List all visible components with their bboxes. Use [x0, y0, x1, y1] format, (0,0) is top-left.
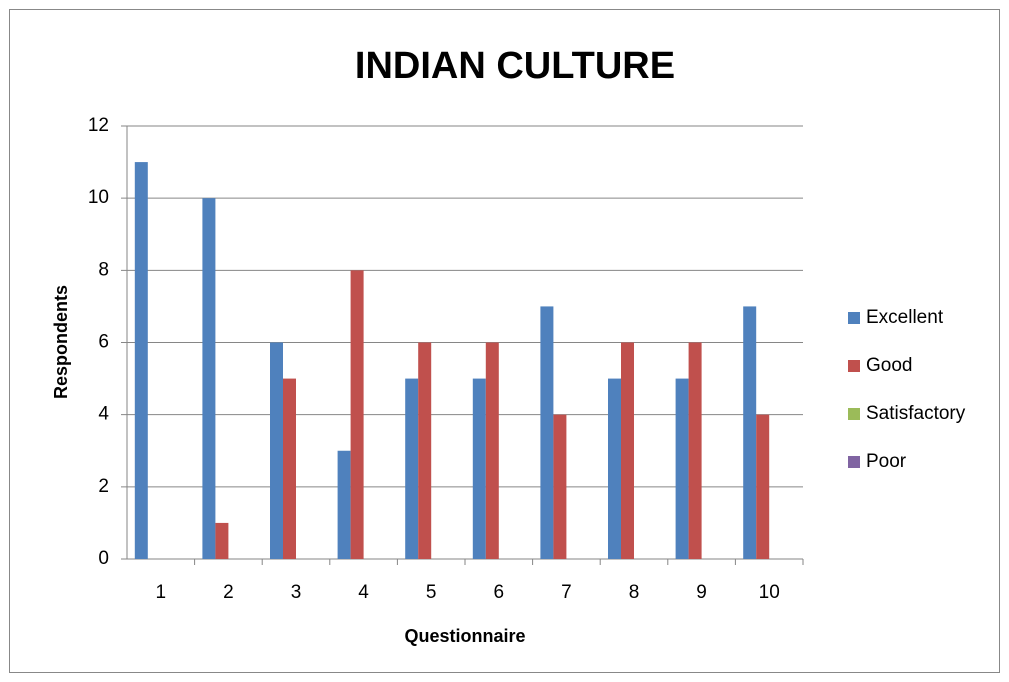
x-tick-label: 3 — [291, 582, 302, 603]
legend-label: Poor — [866, 451, 907, 472]
bar — [540, 306, 554, 559]
y-tick-label: 8 — [98, 259, 109, 280]
y-axis-title: Respondents — [51, 285, 71, 399]
chart-title: INDIAN CULTURE — [355, 45, 675, 87]
bar — [134, 162, 148, 560]
legend-label: Satisfactory — [866, 403, 966, 424]
x-tick-label: 7 — [561, 582, 572, 603]
legend-label: Excellent — [866, 307, 944, 328]
y-tick-label: 10 — [88, 187, 109, 208]
bar — [418, 342, 432, 559]
y-tick-label: 12 — [88, 115, 109, 136]
bar — [405, 378, 419, 559]
bar — [215, 522, 229, 559]
bar — [472, 378, 486, 559]
bar — [270, 342, 283, 559]
x-tick-label: 10 — [759, 582, 780, 603]
bar — [621, 342, 634, 559]
bar — [553, 414, 567, 559]
x-tick-label: 6 — [494, 582, 505, 603]
legend-swatch — [848, 408, 860, 420]
bar — [743, 306, 757, 559]
x-tick-label: 2 — [223, 582, 234, 603]
x-tick-label: 9 — [696, 582, 707, 603]
bar — [608, 378, 621, 559]
chart-border — [9, 9, 1000, 673]
bar — [202, 198, 216, 559]
bar — [283, 378, 296, 559]
x-tick-label: 1 — [156, 582, 167, 603]
bar — [675, 378, 689, 559]
bar — [756, 414, 770, 559]
x-axis-title: Questionnaire — [404, 626, 525, 646]
bar — [337, 450, 351, 559]
y-tick-label: 4 — [98, 404, 109, 425]
y-tick-label: 6 — [98, 332, 109, 353]
x-tick-label: 8 — [629, 582, 640, 603]
bar — [485, 342, 499, 559]
legend-swatch — [848, 360, 860, 372]
x-tick-label: 4 — [358, 582, 369, 603]
x-tick-label: 5 — [426, 582, 437, 603]
legend-swatch — [848, 312, 860, 324]
legend-swatch — [848, 456, 860, 468]
bar — [688, 342, 702, 559]
legend-label: Good — [866, 355, 912, 376]
bar — [350, 270, 364, 559]
y-tick-label: 0 — [98, 548, 109, 569]
y-tick-label: 2 — [98, 476, 109, 497]
